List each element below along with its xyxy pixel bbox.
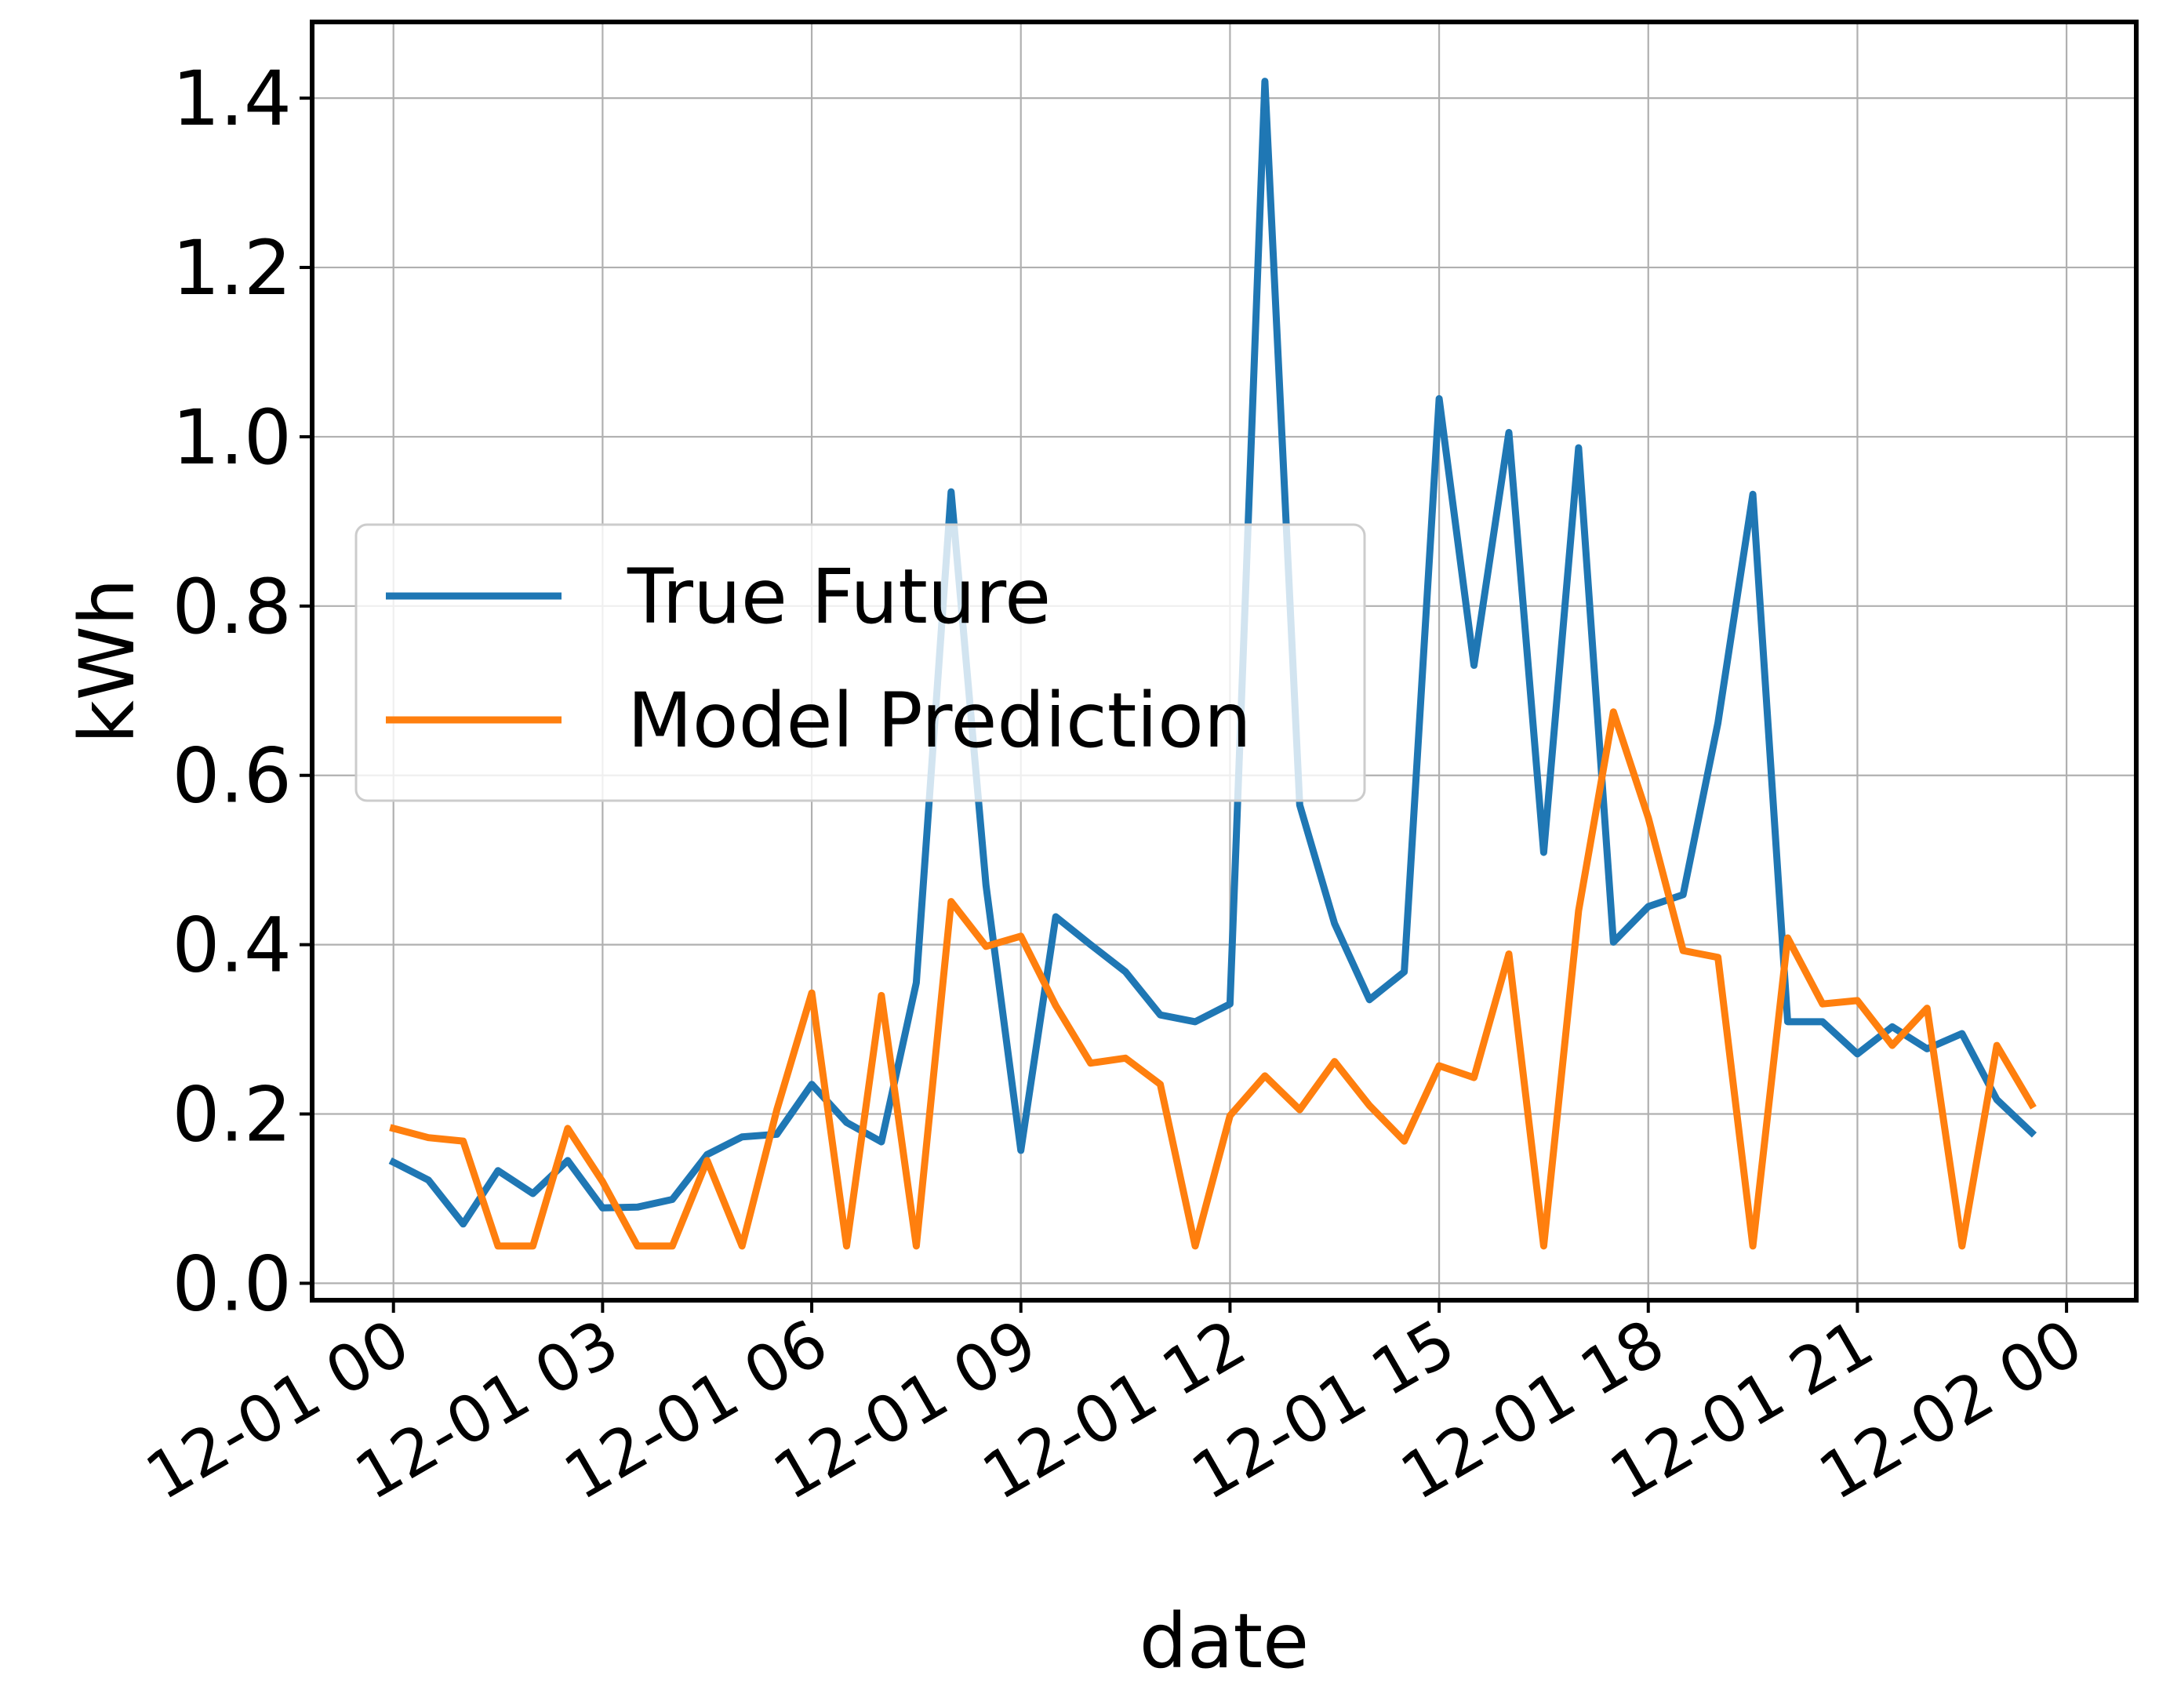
legend: True Future Model Prediction <box>354 523 1366 802</box>
y-axis-label: kWh <box>64 578 151 743</box>
y-tick-label: 1.0 <box>172 394 292 482</box>
y-tick-label: 1.2 <box>172 224 292 312</box>
y-tick-label: 0.2 <box>172 1071 292 1159</box>
y-tick-label: 0.6 <box>172 732 292 820</box>
legend-label-model-prediction: Model Prediction <box>627 677 1252 765</box>
legend-label-true-future: True Future <box>627 553 1051 641</box>
y-tick-label: 1.4 <box>172 55 292 143</box>
y-tick-label: 0.4 <box>172 902 292 990</box>
y-axis: 0.0 0.2 0.4 0.6 0.8 1.0 1.2 1.4 <box>172 55 312 1328</box>
y-tick-label: 0.0 <box>172 1240 292 1328</box>
series-line-model-prediction <box>389 708 2037 1250</box>
plot-frame <box>310 20 2139 1303</box>
y-tick-label: 0.8 <box>172 563 292 651</box>
series-lines <box>388 78 2037 1250</box>
x-axis-label: date <box>1139 1597 1309 1685</box>
legend-box <box>354 523 1366 802</box>
series-line-true-future <box>388 78 2037 1228</box>
